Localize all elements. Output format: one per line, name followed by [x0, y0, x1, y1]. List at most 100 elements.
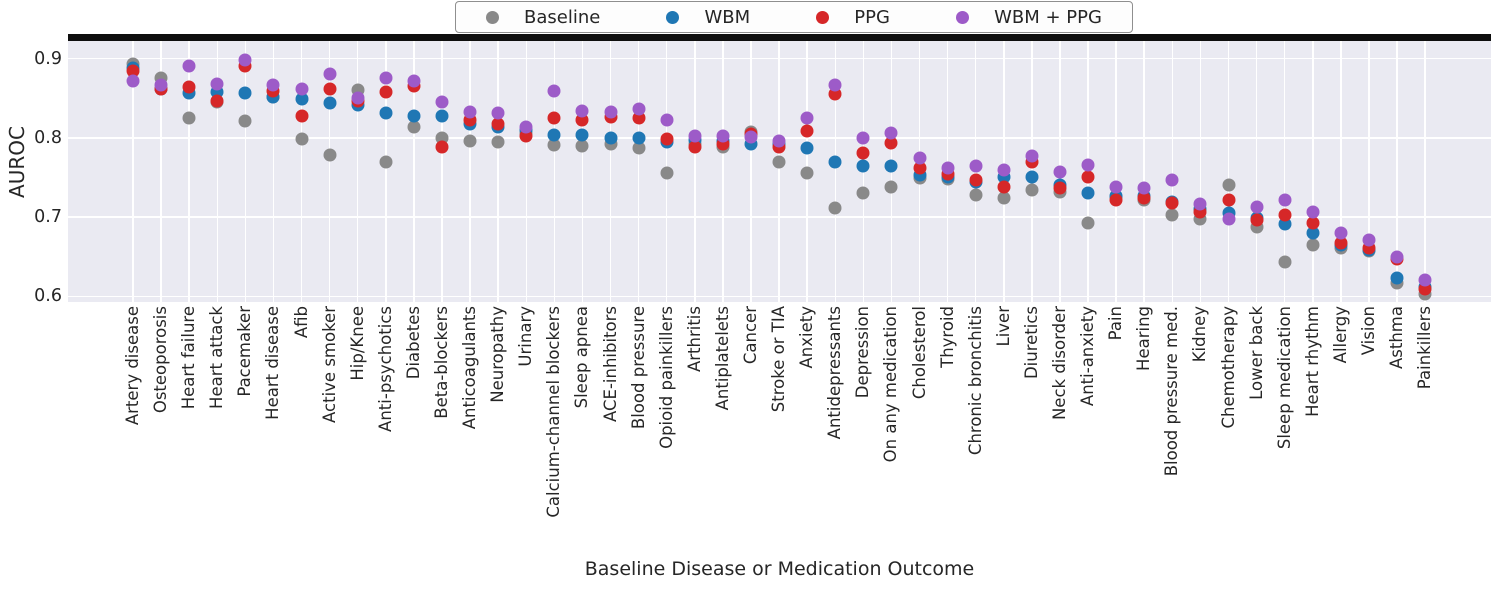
data-point: [688, 140, 702, 154]
data-point: [1222, 193, 1235, 207]
x-gridline: [1143, 41, 1145, 302]
x-tick-label: Chronic bronchitis: [965, 306, 985, 456]
data-point: [1165, 196, 1179, 210]
data-point: [575, 139, 589, 153]
y-tick-label: 0.7: [34, 207, 62, 228]
data-point: [1278, 193, 1292, 207]
data-point: [969, 159, 983, 173]
data-point: [660, 166, 674, 180]
legend-item: Baseline: [486, 7, 600, 28]
data-point: [295, 109, 309, 123]
data-point: [913, 151, 927, 165]
data-point: [266, 78, 280, 92]
y-tick-label: 0.9: [34, 48, 62, 69]
x-gridline: [1199, 41, 1202, 302]
data-point: [1362, 233, 1376, 247]
data-point: [491, 117, 505, 131]
data-point: [744, 130, 758, 144]
x-gridline: [272, 41, 275, 302]
x-tick-label: Hearing: [1134, 306, 1154, 371]
x-tick-label: Pacemaker: [235, 306, 255, 397]
x-tick-label: Anti-psychotics: [375, 306, 395, 432]
x-gridline: [497, 41, 499, 302]
data-point: [856, 159, 870, 173]
data-point: [1390, 271, 1404, 285]
legend-item: PPG: [816, 7, 890, 28]
data-point: [463, 134, 477, 148]
data-point: [828, 201, 842, 215]
data-point: [519, 129, 533, 143]
x-tick-label: Cancer: [740, 306, 760, 365]
x-gridline: [328, 41, 331, 302]
data-point: [884, 180, 898, 194]
x-gridline: [553, 41, 556, 302]
data-point: [941, 161, 955, 175]
data-point: [295, 92, 309, 106]
x-axis-title: Baseline Disease or Medication Outcome: [584, 558, 975, 580]
data-point: [1222, 178, 1235, 192]
data-point: [238, 114, 252, 128]
x-gridline: [244, 41, 247, 302]
data-point: [856, 131, 870, 145]
x-gridline: [1340, 41, 1342, 302]
x-tick-label: Asthma: [1387, 306, 1407, 369]
data-point: [969, 188, 983, 202]
y-tick-label: 0.6: [34, 286, 62, 307]
x-gridline: [216, 41, 219, 302]
data-point: [1193, 197, 1207, 211]
data-point: [1137, 191, 1151, 205]
legend-item: WBM: [666, 7, 750, 28]
x-gridline: [413, 41, 415, 302]
data-point: [1053, 181, 1067, 195]
x-tick-label: Stroke or TIA: [769, 306, 789, 413]
data-point: [575, 113, 589, 127]
data-point: [407, 74, 421, 88]
data-point: [1306, 226, 1320, 240]
x-tick-label: Vision: [1358, 306, 1378, 356]
data-point: [295, 132, 309, 146]
data-point: [1306, 205, 1320, 219]
x-gridline: [637, 41, 640, 302]
x-gridline: [188, 41, 190, 302]
x-gridline: [356, 41, 359, 302]
data-point: [154, 78, 168, 92]
data-point: [1278, 255, 1292, 269]
legend-swatch-icon: [486, 10, 499, 24]
data-point: [407, 120, 421, 134]
data-point: [1081, 216, 1095, 230]
legend-item: WBM + PPG: [956, 7, 1102, 28]
data-point: [491, 106, 505, 120]
x-tick-label: Neck disorder: [1049, 306, 1069, 421]
data-point: [1025, 149, 1039, 163]
data-point: [1278, 208, 1292, 222]
data-point: [1334, 226, 1348, 240]
data-point: [323, 96, 337, 110]
x-tick-label: Painkillers: [1415, 306, 1435, 390]
y-tick-label: 0.8: [34, 127, 62, 148]
plot-top-spine: [68, 34, 1491, 41]
x-tick-label: Anticoagulants: [460, 306, 480, 430]
legend-swatch-icon: [816, 10, 830, 24]
x-tick-label: Hip/Knee: [347, 306, 367, 381]
data-point: [1053, 165, 1067, 179]
data-point: [1109, 180, 1123, 194]
x-tick-label: Sleep apnea: [572, 306, 592, 409]
data-point: [632, 131, 646, 145]
data-point: [772, 134, 786, 148]
data-point: [1390, 250, 1404, 264]
data-point: [295, 82, 309, 96]
data-point: [351, 91, 365, 105]
x-tick-label: Anxiety: [797, 306, 817, 369]
data-point: [238, 86, 252, 100]
data-point: [1278, 217, 1292, 231]
data-point: [182, 80, 196, 94]
data-point: [435, 140, 449, 154]
x-tick-label: On any medication: [881, 306, 901, 463]
data-point: [884, 136, 898, 150]
x-tick-label: Chemotherapy: [1218, 306, 1238, 429]
data-point: [547, 128, 561, 142]
x-gridline: [581, 41, 584, 302]
data-point: [1334, 236, 1348, 250]
x-gridline: [469, 41, 471, 302]
